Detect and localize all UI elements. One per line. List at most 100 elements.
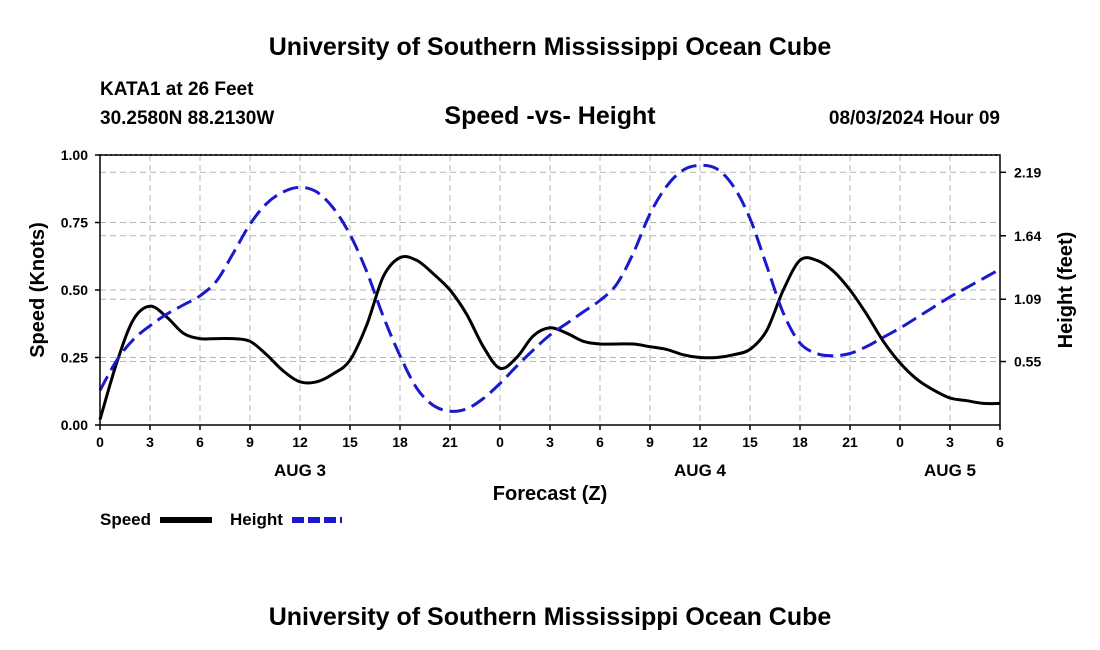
height-point-27	[550, 335, 551, 336]
height-point-25	[516, 366, 517, 367]
speed-point-13	[316, 381, 317, 382]
x-tick-label-6: 18	[392, 434, 408, 450]
series-line-speed	[98, 255, 1001, 421]
speed-point-47	[883, 341, 884, 342]
height-point-28	[566, 323, 567, 324]
height-point-12	[300, 187, 301, 188]
x-tick-label-13: 15	[742, 434, 758, 450]
height-point-3	[150, 325, 151, 326]
header-title: University of Southern Mississippi Ocean…	[269, 33, 832, 61]
speed-point-14	[333, 373, 334, 374]
x-tick-label-3: 9	[246, 434, 254, 450]
speed-point-43	[816, 260, 817, 261]
height-point-31	[616, 284, 617, 285]
speed-point-5	[183, 333, 184, 334]
speed-point-23	[483, 346, 484, 347]
speed-point-30	[600, 344, 601, 345]
x-tick-label-11: 9	[646, 434, 654, 450]
legend: Speed Height	[100, 510, 342, 529]
grid-lines	[100, 155, 1000, 425]
speed-point-9	[250, 341, 251, 342]
height-point-4	[166, 314, 167, 315]
height-point-9	[250, 224, 251, 225]
speed-point-11	[283, 371, 284, 372]
height-point-48	[900, 328, 901, 329]
height-point-36	[700, 165, 701, 166]
speed-point-21	[450, 290, 451, 291]
speed-point-40	[766, 330, 767, 331]
y-tick-label-2: 0.50	[61, 282, 88, 298]
height-point-21	[450, 411, 451, 412]
series-line-height	[98, 163, 1001, 413]
y2-tick-label-3: 2.19	[1014, 164, 1041, 180]
height-point-13	[316, 191, 317, 192]
x-axis-label: Forecast (Z)	[493, 483, 607, 505]
height-point-29	[583, 311, 584, 312]
speed-point-34	[666, 349, 667, 350]
height-point-7	[216, 280, 217, 281]
height-point-50	[933, 307, 934, 308]
speed-point-27	[550, 327, 551, 328]
height-point-19	[416, 388, 417, 389]
height-point-11	[283, 191, 284, 192]
coordinates-label: 30.2580N 88.2130W	[100, 108, 274, 129]
height-point-5	[183, 305, 184, 306]
date-label-2: AUG 5	[924, 461, 976, 480]
x-tick-label-16: 0	[896, 434, 904, 450]
speed-point-16	[366, 325, 367, 326]
y2-axis-ticks: 0.55 1.09 1.64 2.19	[1000, 164, 1041, 370]
x-tick-label-0: 0	[96, 434, 104, 450]
speed-point-45	[850, 290, 851, 291]
speed-point-48	[900, 362, 901, 363]
speed-point-36	[700, 357, 701, 358]
y-tick-label-4: 1.00	[61, 147, 88, 163]
speed-point-10	[266, 354, 267, 355]
height-point-45	[850, 353, 851, 354]
y-axis-label: Speed (Knots)	[27, 222, 49, 358]
height-point-35	[683, 170, 684, 171]
speed-point-44	[833, 271, 834, 272]
y2-tick-label-1: 1.09	[1014, 291, 1041, 307]
height-point-46	[866, 346, 867, 347]
date-label-0: AUG 3	[274, 461, 326, 480]
x-tick-label-9: 3	[546, 434, 554, 450]
speed-point-26	[533, 335, 534, 336]
station-label: KATA1 at 26 Feet	[100, 79, 254, 100]
x-tick-label-2: 6	[196, 434, 204, 450]
height-point-44	[833, 355, 834, 356]
legend-height-label: Height	[230, 510, 283, 529]
speed-point-4	[166, 317, 167, 318]
plot-title: Speed -vs- Height	[444, 102, 656, 130]
x-tick-label-17: 3	[946, 434, 954, 450]
speed-point-49	[916, 379, 917, 380]
height-point-6	[200, 295, 201, 296]
height-point-34	[666, 186, 667, 187]
x-tick-label-14: 18	[792, 434, 808, 450]
height-point-2	[133, 339, 134, 340]
speed-point-17	[383, 276, 384, 277]
speed-point-2	[133, 319, 134, 320]
speed-point-38	[733, 354, 734, 355]
height-point-16	[366, 271, 367, 272]
speed-point-28	[566, 333, 567, 334]
height-point-26	[533, 350, 534, 351]
y-tick-label-0: 0.00	[61, 417, 88, 433]
speed-point-51	[950, 398, 951, 399]
height-point-52	[966, 287, 967, 288]
x-tick-label-7: 21	[442, 434, 458, 450]
y2-tick-label-2: 1.64	[1014, 228, 1041, 244]
speed-point-12	[300, 381, 301, 382]
date-label-1: AUG 4	[674, 461, 727, 480]
speed-point-52	[966, 400, 967, 401]
height-point-23	[483, 398, 484, 399]
height-point-18	[400, 355, 401, 356]
speed-point-15	[350, 360, 351, 361]
speed-point-37	[716, 357, 717, 358]
speed-point-20	[433, 273, 434, 274]
x-axis-ticks: 0 3 6 9 12 15 18 21 0 3 6 9 12 15 18 21 0 3 6	[96, 425, 1004, 450]
speed-point-33	[650, 346, 651, 347]
y-tick-label-1: 0.25	[61, 350, 88, 366]
height-point-20	[433, 405, 434, 406]
x-tick-label-15: 21	[842, 434, 858, 450]
